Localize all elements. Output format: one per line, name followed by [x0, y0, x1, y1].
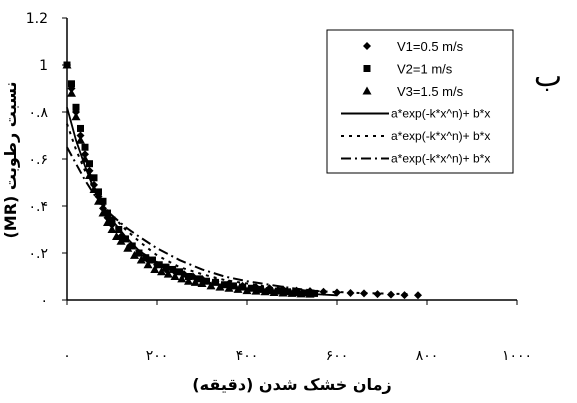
data-point	[275, 287, 282, 295]
data-point	[123, 243, 133, 252]
fit-line	[66, 107, 338, 297]
data-point	[116, 236, 126, 245]
data-point	[67, 88, 76, 97]
data-point	[203, 277, 210, 285]
data-point	[103, 217, 112, 226]
data-point	[266, 287, 273, 295]
y-tick-label: ۰.۶	[29, 152, 49, 168]
y-axis-title: نسبت رطوبت (MR)	[1, 81, 20, 238]
data-point	[169, 265, 177, 273]
x-tick-label: ۰	[63, 348, 71, 364]
data-point	[360, 289, 368, 298]
data-point	[197, 279, 207, 288]
data-point	[99, 197, 107, 205]
y-axis-ticks: ۰ ۰.۲ ۰.۴ ۰.۶ ۰.۸ 1 1.2	[26, 11, 67, 309]
fit-line	[66, 146, 315, 292]
series-3	[62, 60, 315, 298]
data-point	[230, 282, 237, 290]
series-2	[63, 61, 318, 297]
data-point	[248, 284, 255, 292]
legend-marker	[362, 86, 372, 95]
x-tick-label: ۱۰۰۰	[502, 348, 532, 364]
data-point	[112, 232, 121, 241]
legend-entries: V1=0.5 m/s V2=1 m/s V3=1.5 m/s a*exp(-k*x^n…	[341, 39, 490, 166]
legend-marker	[363, 65, 371, 72]
data-point	[157, 267, 166, 276]
x-axis-title: زمان خشک شدن (دقیقه)	[192, 375, 391, 394]
data-point	[76, 131, 85, 140]
legend-item: V1=0.5 m/s	[363, 39, 464, 54]
series-layer	[62, 60, 422, 300]
data-point	[239, 283, 246, 291]
data-point	[212, 278, 219, 286]
data-point	[81, 150, 89, 159]
data-point	[68, 80, 75, 88]
data-point	[62, 60, 72, 69]
data-point	[90, 174, 98, 182]
legend-item: V2=1 m/s	[363, 62, 453, 77]
x-tick-label: ۶۰۰	[326, 348, 349, 364]
data-point	[98, 208, 108, 217]
data-point	[86, 160, 93, 168]
data-point	[143, 260, 153, 269]
x-tick-label: ۴۰۰	[236, 348, 259, 364]
x-tick-label: ۲۰۰	[146, 348, 169, 364]
data-point	[95, 188, 102, 196]
y-tick-label: ۰.۴	[29, 199, 49, 215]
y-tick-label: 1	[39, 58, 48, 74]
data-point	[224, 283, 234, 292]
legend-label: a*exp(-k*x^n)+ b*x	[391, 129, 490, 143]
y-tick-label: 1.2	[26, 11, 48, 27]
y-tick-label: ۰.۲	[29, 246, 49, 262]
legend-label: V2=1 m/s	[397, 62, 453, 77]
data-point	[257, 285, 264, 293]
data-point	[221, 281, 228, 289]
legend-label: V1=0.5 m/s	[397, 39, 464, 54]
data-point	[128, 242, 136, 250]
data-point	[184, 276, 193, 285]
legend-item: a*exp(-k*x^n)+ b*x	[341, 152, 490, 166]
data-point	[373, 290, 382, 299]
data-point	[284, 288, 291, 296]
data-point	[400, 291, 409, 300]
data-point	[77, 124, 84, 132]
legend-box	[326, 29, 514, 174]
series-4	[66, 107, 338, 297]
legend-item: a*exp(-k*x^n)+ b*x	[341, 107, 490, 121]
x-tick-label: ۸۰۰	[416, 348, 439, 364]
data-point	[177, 274, 187, 283]
data-point	[176, 268, 183, 276]
legend-item: V3=1.5 m/s	[362, 84, 464, 99]
data-point	[107, 225, 117, 233]
panel-label: ب	[534, 59, 562, 94]
y-tick-label: ۰.۸	[29, 105, 49, 121]
legend-label: V3=1.5 m/s	[397, 84, 464, 99]
data-point	[76, 135, 85, 144]
data-point	[414, 291, 422, 300]
series-6	[66, 146, 315, 292]
legend-label: a*exp(-k*x^n)+ b*x	[391, 107, 490, 121]
data-point	[215, 282, 225, 291]
x-axis-ticks: ۰ ۲۰۰ ۴۰۰ ۶۰۰ ۸۰۰ ۱۰۰۰	[63, 300, 532, 364]
data-point	[142, 254, 150, 262]
data-point	[170, 272, 180, 280]
y-tick-label: ۰	[40, 293, 48, 309]
data-point	[122, 235, 129, 243]
data-point	[150, 264, 160, 273]
data-point	[206, 281, 216, 290]
legend-marker	[363, 42, 371, 50]
data-point	[136, 255, 146, 264]
data-point	[163, 269, 173, 278]
data-point	[135, 249, 143, 257]
data-point	[71, 112, 81, 121]
data-point	[190, 277, 200, 286]
legend-label: a*exp(-k*x^n)+ b*x	[391, 152, 490, 166]
legend: V1=0.5 m/s V2=1 m/s V3=1.5 m/s a*exp(-k*x^n…	[326, 29, 514, 174]
data-point	[81, 143, 89, 151]
data-point	[155, 261, 163, 269]
data-point	[130, 250, 139, 259]
legend-item: a*exp(-k*x^n)+ b*x	[341, 129, 490, 143]
data-point	[72, 103, 80, 111]
